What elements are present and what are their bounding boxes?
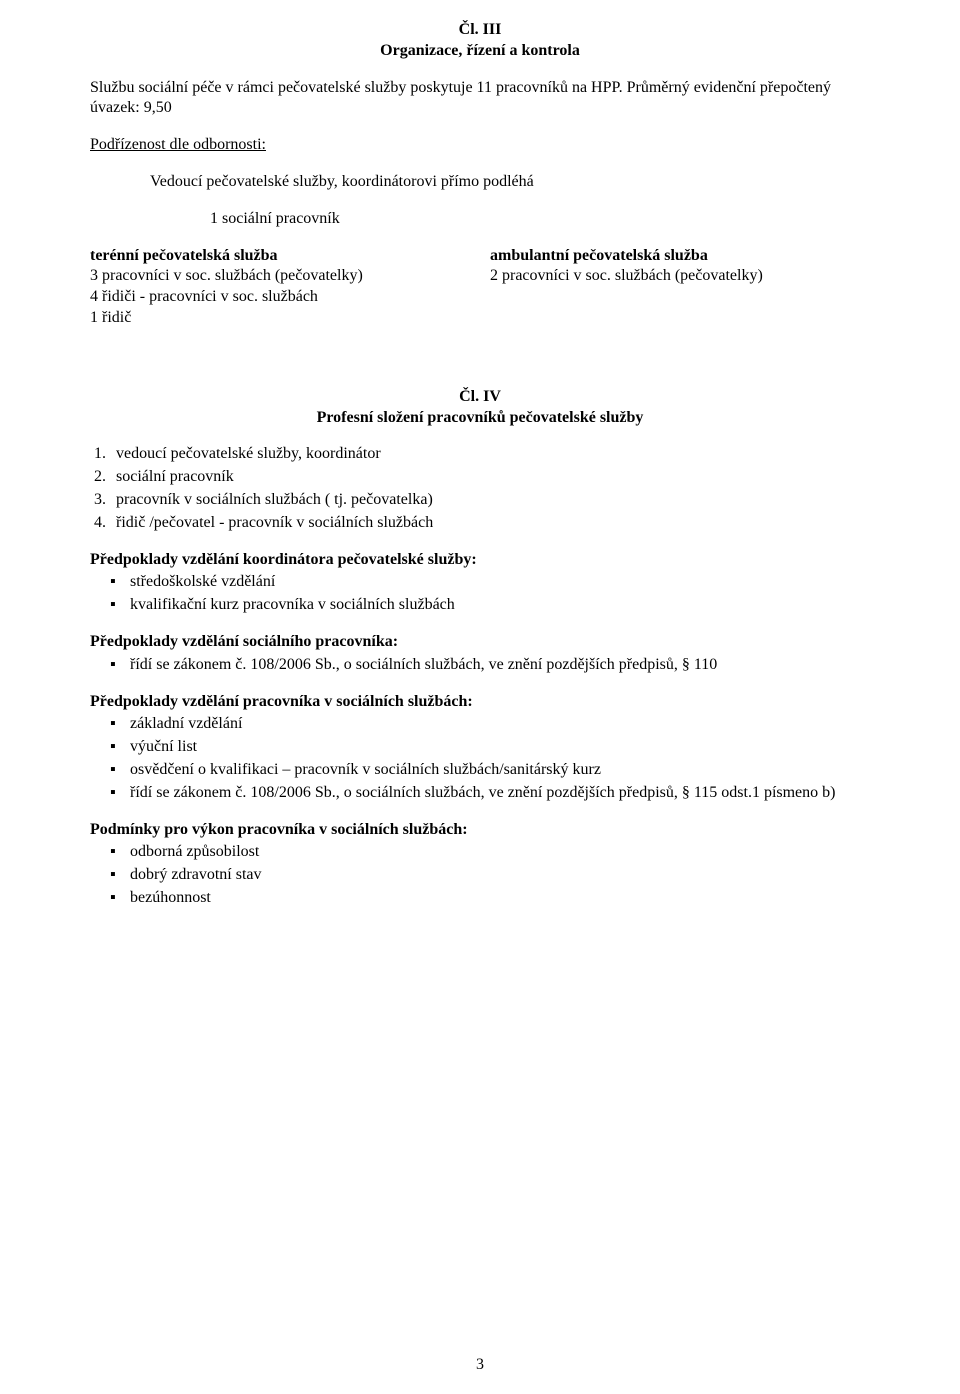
article-4-header: Čl. IV Profesní složení pracovníků pečov… — [90, 387, 870, 429]
org-right-line: 2 pracovníci v soc. službách (pečovatelk… — [490, 266, 870, 287]
article-4-numbered-list: vedoucí pečovatelské služby, koordinátor… — [90, 444, 870, 533]
list-item: středoškolské vzdělání — [110, 572, 870, 593]
sec3-list: základní vzdělání výuční list osvědčení … — [90, 714, 870, 803]
list-item: výuční list — [110, 737, 870, 758]
sec2-list: řídí se zákonem č. 108/2006 Sb., o sociá… — [90, 655, 870, 676]
article-3-intro: Službu sociální péče v rámci pečovatelsk… — [90, 78, 870, 120]
sec1-title: Předpoklady vzdělání koordinátora pečova… — [90, 550, 870, 571]
list-item: bezúhonnost — [110, 888, 870, 909]
org-right-column: ambulantní pečovatelská služba 2 pracovn… — [480, 246, 870, 329]
article-4-title: Profesní složení pracovníků pečovatelské… — [90, 408, 870, 429]
list-item: základní vzdělání — [110, 714, 870, 735]
article-3-lead-line: Vedoucí pečovatelské služby, koordinátor… — [150, 172, 870, 193]
spacer — [90, 353, 870, 387]
article-3-label: Čl. III — [90, 20, 870, 41]
list-item: sociální pracovník — [110, 467, 870, 488]
sec1-list: středoškolské vzdělání kvalifikační kurz… — [90, 572, 870, 616]
sec4-list: odborná způsobilost dobrý zdravotní stav… — [90, 842, 870, 908]
list-item: kvalifikační kurz pracovníka v sociálníc… — [110, 595, 870, 616]
org-columns: terénní pečovatelská služba 3 pracovníci… — [90, 246, 870, 329]
list-item: odborná způsobilost — [110, 842, 870, 863]
article-3-title: Organizace, řízení a kontrola — [90, 41, 870, 62]
document-page: Čl. III Organizace, řízení a kontrola Sl… — [0, 0, 960, 1394]
org-left-heading: terénní pečovatelská služba — [90, 246, 470, 267]
article-4-label: Čl. IV — [90, 387, 870, 408]
org-left-line: 3 pracovníci v soc. službách (pečovatelk… — [90, 266, 470, 287]
article-3-single-worker: 1 sociální pracovník — [210, 209, 810, 230]
list-item: pracovník v sociálních službách ( tj. pe… — [110, 490, 870, 511]
org-left-column: terénní pečovatelská služba 3 pracovníci… — [90, 246, 480, 329]
sec3-title: Předpoklady vzdělání pracovníka v sociál… — [90, 692, 870, 713]
sec4-title: Podmínky pro výkon pracovníka v sociální… — [90, 820, 870, 841]
sec2-title: Předpoklady vzdělání sociálního pracovní… — [90, 632, 870, 653]
list-item: řidič /pečovatel - pracovník v sociálníc… — [110, 513, 870, 534]
article-3-subheading: Podřízenost dle odbornosti: — [90, 135, 870, 156]
org-left-line: 4 řidiči - pracovníci v soc. službách — [90, 287, 470, 308]
org-left-line: 1 řidič — [90, 308, 470, 329]
list-item: vedoucí pečovatelské služby, koordinátor — [110, 444, 870, 465]
list-item: řídí se zákonem č. 108/2006 Sb., o sociá… — [110, 655, 870, 676]
list-item: dobrý zdravotní stav — [110, 865, 870, 886]
org-right-heading: ambulantní pečovatelská služba — [490, 246, 870, 267]
list-item: řídí se zákonem č. 108/2006 Sb., o sociá… — [110, 783, 870, 804]
page-number: 3 — [0, 1355, 960, 1376]
list-item: osvědčení o kvalifikaci – pracovník v so… — [110, 760, 870, 781]
article-3-header: Čl. III Organizace, řízení a kontrola — [90, 20, 870, 62]
